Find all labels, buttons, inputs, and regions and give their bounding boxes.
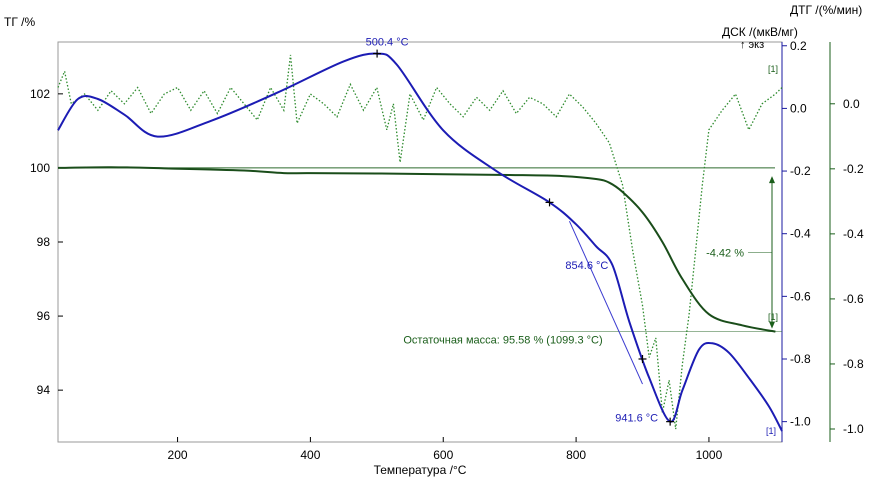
series-dsc-line — [57, 52, 783, 432]
exo-direction-label: ↑ экз — [740, 39, 764, 51]
series-tg-line — [57, 166, 776, 333]
dsc-tick-label: -1.0 — [790, 415, 811, 429]
tg-axis-title: ТГ /% — [4, 15, 35, 29]
x-tick-label: 600 — [433, 448, 453, 462]
plot-area-frame — [57, 41, 783, 443]
dsc-tick-label: -0.6 — [790, 289, 811, 303]
series-dtg-line — [57, 54, 783, 430]
curve-marker-tg: [1] — [768, 312, 778, 322]
tg-tick-label: 96 — [37, 309, 51, 323]
dsc-tick-label: -0.2 — [790, 164, 811, 178]
curve-marker-dtg: [1] — [768, 64, 778, 74]
tg-tick-label: 100 — [30, 161, 50, 175]
tg-axis-ticks: 94 96 98 100 102 — [30, 87, 63, 397]
x-tick-label: 800 — [566, 448, 586, 462]
dsc-axis-ticks: -1.0 -0.8 -0.6 -0.4 -0.2 0.0 0.2 — [782, 39, 811, 429]
annotation-dsc-peak-1: 500.4 °C — [366, 37, 409, 49]
dtg-tick-label: -0.4 — [843, 227, 864, 241]
dsc-tick-label: -0.8 — [790, 352, 811, 366]
dtg-tick-label: -0.6 — [843, 292, 864, 306]
dsc-tick-label: 0.0 — [790, 101, 807, 115]
dsc-tick-label: 0.2 — [790, 39, 807, 53]
mass-change-arrow-head-top — [769, 176, 775, 184]
dtg-tick-label: -0.8 — [843, 357, 864, 371]
dsc-onset-tangent-line — [568, 220, 643, 385]
x-axis-title: Температура /°C — [374, 463, 467, 477]
dtg-axis-ticks: -1.0 -0.8 -0.6 -0.4 -0.2 0.0 — [830, 97, 864, 436]
x-tick-label: 200 — [168, 448, 188, 462]
dtg-axis-title: ДТГ /(%/мин) — [790, 3, 862, 17]
tg-tick-label: 102 — [30, 87, 50, 101]
dsc-axis-title: ДСК /(мкВ/мг) — [722, 25, 798, 39]
annotation-dsc-peak-2: 941.6 °C — [615, 413, 658, 425]
dtg-tick-label: -1.0 — [843, 422, 864, 436]
annotation-residual-mass: Остаточная масса: 95.58 % (1099.3 °C) — [403, 335, 602, 347]
dsc-tick-label: -0.4 — [790, 227, 811, 241]
x-tick-label: 1000 — [696, 448, 723, 462]
dtg-tick-label: -0.2 — [843, 162, 864, 176]
annotation-mass-change: -4.42 % — [706, 247, 744, 259]
tg-tick-label: 98 — [37, 235, 51, 249]
annotation-dsc-onset: 854.6 °C — [565, 260, 608, 272]
x-axis-ticks: 200 400 600 800 1000 — [168, 437, 723, 462]
annotation-markers — [373, 49, 675, 426]
tg-tick-label: 94 — [37, 383, 51, 397]
curve-marker-dsc: [1] — [766, 426, 776, 436]
mass-change-arrow-head-bottom — [769, 321, 775, 329]
dtg-tick-label: 0.0 — [843, 97, 860, 111]
x-tick-label: 400 — [300, 448, 320, 462]
